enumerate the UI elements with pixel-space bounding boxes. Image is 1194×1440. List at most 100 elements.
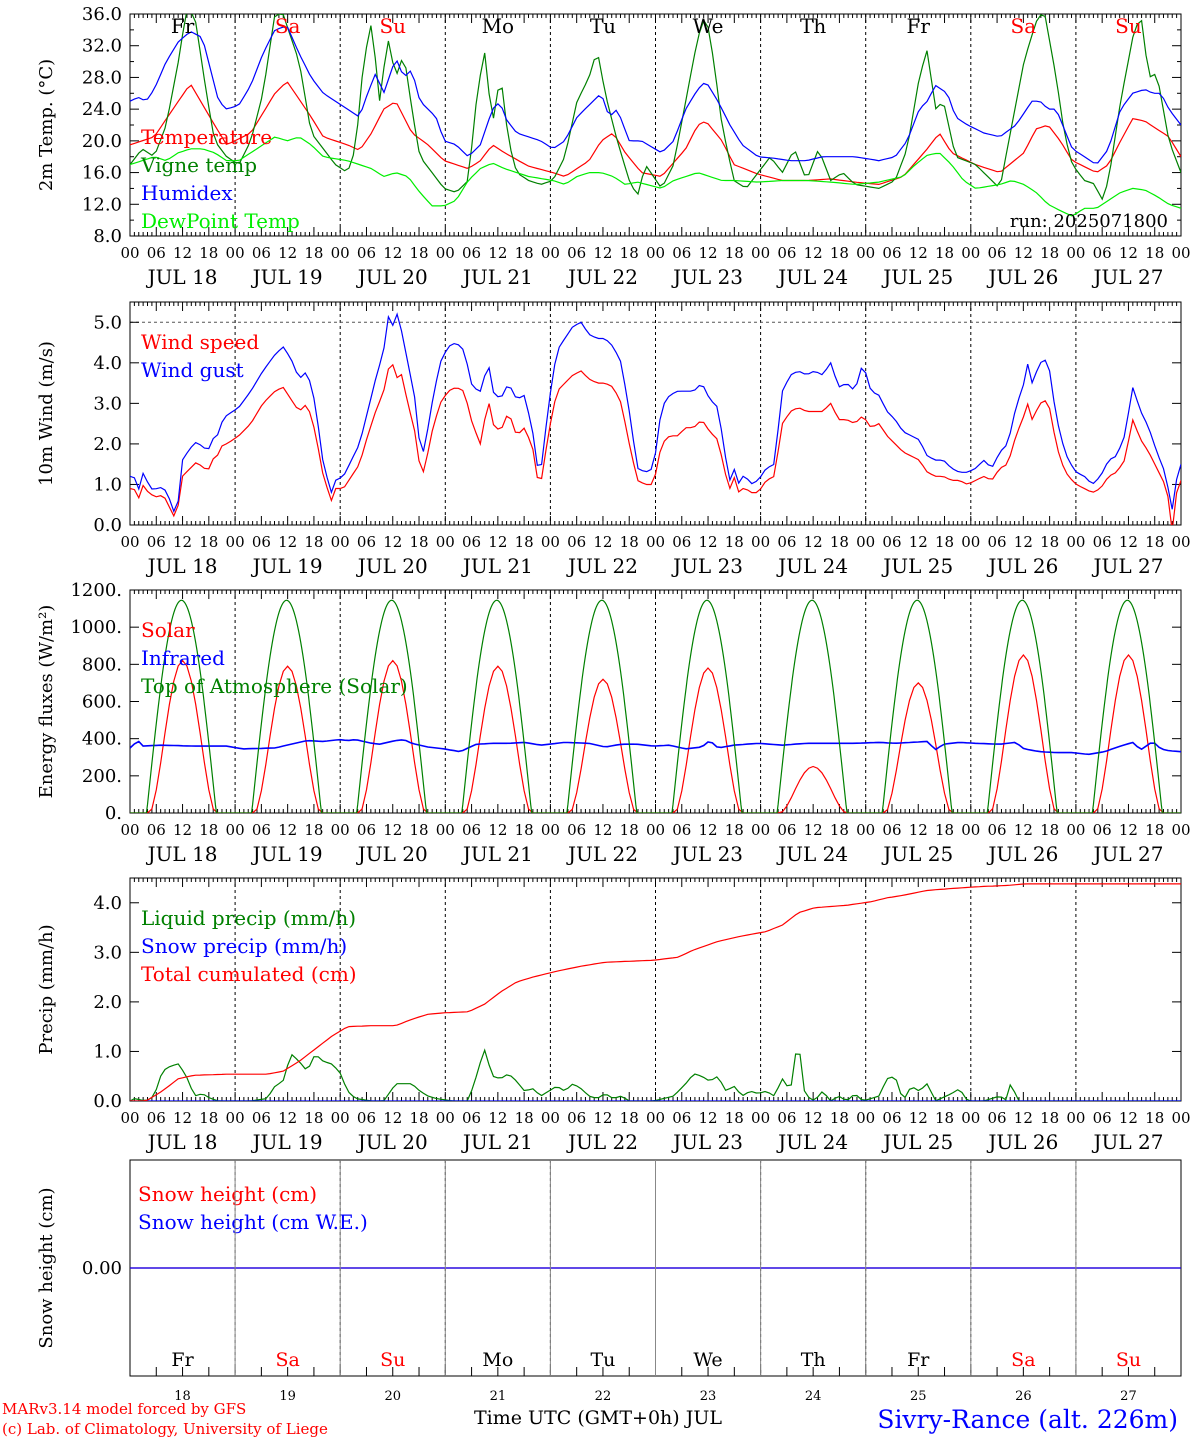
day-number: 20 — [384, 1389, 401, 1404]
weekday-label: We — [693, 1349, 722, 1371]
x-date-label: JUL 25 — [881, 265, 953, 289]
day-number: 26 — [1015, 1389, 1032, 1404]
y-tick-label: 0.0 — [93, 515, 122, 536]
series-group — [130, 14, 1181, 217]
x-hour-label: 18 — [1040, 244, 1059, 262]
x-hour-label: 12 — [173, 244, 192, 262]
x-hour-label: 18 — [515, 1109, 534, 1127]
x-hour-label: 06 — [882, 244, 901, 262]
x-date-label: JUL 20 — [356, 265, 428, 289]
weekday-label: Th — [801, 1349, 826, 1371]
x-hour-label: 00 — [856, 821, 875, 839]
x-date-label: JUL 26 — [986, 554, 1058, 578]
y-tick-label: 200. — [82, 766, 122, 787]
x-hour-label: 00 — [751, 821, 770, 839]
series-line-wind-speed — [130, 363, 1181, 525]
x-hour-label: 12 — [278, 244, 297, 262]
x-date-label: JUL 23 — [671, 1130, 743, 1154]
weekday-label: Su — [379, 14, 406, 38]
legend-entry: Liquid precip (mm/h) — [141, 906, 356, 930]
x-hour-label: 06 — [777, 821, 796, 839]
x-hour-label: 18 — [199, 533, 218, 551]
x-hour-label: 18 — [830, 244, 849, 262]
plot-frame — [129, 589, 1182, 814]
x-hour-label: 18 — [1145, 1109, 1164, 1127]
y-tick-label: 1.0 — [93, 1041, 122, 1062]
x-hour-label: 18 — [199, 244, 218, 262]
x-hour-label: 00 — [226, 533, 245, 551]
weekday-label: Su — [1116, 1349, 1141, 1371]
x-hour-label: 00 — [961, 1109, 980, 1127]
x-date-label: JUL 26 — [986, 1130, 1058, 1154]
x-hour-label: 06 — [882, 821, 901, 839]
x-hour-label: 06 — [777, 244, 796, 262]
x-hour-label: 12 — [699, 533, 718, 551]
x-date-label: JUL 26 — [986, 842, 1058, 866]
x-hour-label: 12 — [173, 821, 192, 839]
panel-wind: 0.0 1.0 2.0 3.0 4.0 5.0 10m Wind (m/s) 00 06 12 18… — [36, 301, 1191, 578]
x-date-label: JUL 22 — [566, 1130, 638, 1154]
panel-precip: 0.0 1.0 2.0 3.0 4.0 Precip (mm/h) 00 06 12 18 JUL … — [36, 877, 1191, 1154]
x-hour-label: 06 — [147, 821, 166, 839]
x-hour-label: 12 — [699, 244, 718, 262]
day-number: 27 — [1120, 1389, 1137, 1404]
x-hour-label: 00 — [226, 821, 245, 839]
x-hour-label: 06 — [988, 821, 1007, 839]
y-tick-label: 3.0 — [93, 393, 122, 414]
x-hour-label: 12 — [278, 1109, 297, 1127]
plot-frame — [129, 301, 1182, 526]
x-hour-label: 18 — [725, 533, 744, 551]
y-tick-label: 32.0 — [82, 36, 122, 57]
x-date-label: JUL 21 — [461, 842, 533, 866]
x-date-label: JUL 23 — [671, 842, 743, 866]
x-hour-label: 18 — [935, 1109, 954, 1127]
x-hour-label: 00 — [961, 244, 980, 262]
x-date-label: JUL 19 — [251, 554, 323, 578]
x-hour-label: 00 — [1066, 821, 1085, 839]
x-hour-label: 12 — [383, 533, 402, 551]
x-hour-label: 00 — [120, 244, 139, 262]
x-hour-label: 06 — [252, 1109, 271, 1127]
legend-entry: Top of Atmosphere (Solar) — [141, 674, 408, 698]
x-date-label: JUL 25 — [881, 842, 953, 866]
x-hour-label: 18 — [935, 533, 954, 551]
weekday-label: Sa — [1011, 14, 1037, 38]
x-hour-label: 18 — [1040, 533, 1059, 551]
x-hour-label: 06 — [988, 244, 1007, 262]
series-line-top-of-atmosphere-solar- — [130, 599, 1181, 813]
x-date-label: JUL 24 — [776, 554, 848, 578]
x-hour-label: 12 — [909, 821, 928, 839]
y-tick-label: 24.0 — [82, 99, 122, 120]
x-hour-label: 06 — [672, 1109, 691, 1127]
series-line-vigne-temp — [130, 14, 1181, 201]
x-hour-label: 12 — [593, 244, 612, 262]
x-hour-label: 00 — [1066, 1109, 1085, 1127]
x-hour-label: 06 — [147, 244, 166, 262]
x-hour-label: 00 — [436, 821, 455, 839]
series-line-solar — [130, 654, 1181, 813]
x-hour-label: 18 — [1040, 1109, 1059, 1127]
x-hour-label: 00 — [646, 1109, 665, 1127]
x-hour-label: 06 — [462, 244, 481, 262]
x-hour-label: 00 — [751, 533, 770, 551]
x-hour-label: 12 — [1014, 821, 1033, 839]
x-hour-label: 06 — [252, 533, 271, 551]
x-hour-label: 18 — [409, 821, 428, 839]
y-tick-label: 4.0 — [93, 893, 122, 914]
legend-entry: Solar — [141, 618, 195, 642]
x-hour-label: 18 — [304, 1109, 323, 1127]
day-number: 21 — [490, 1389, 507, 1404]
x-date-label: JUL 27 — [1091, 554, 1163, 578]
x-hour-label: 12 — [804, 821, 823, 839]
day-number: 22 — [595, 1389, 612, 1404]
x-hour-label: 18 — [620, 1109, 639, 1127]
y-tick-label: 0. — [105, 803, 122, 824]
x-hour-label: 12 — [278, 821, 297, 839]
y-tick-label: 1000. — [70, 617, 122, 638]
x-date-label: JUL 27 — [1091, 1130, 1163, 1154]
x-date-label: JUL 26 — [986, 265, 1058, 289]
x-date-label: JUL 20 — [356, 1130, 428, 1154]
legend-entry: Humidex — [141, 181, 233, 205]
series-line-total-cumulated-cm- — [130, 883, 1181, 1101]
series-line-dewpoint-temp — [130, 136, 1181, 217]
